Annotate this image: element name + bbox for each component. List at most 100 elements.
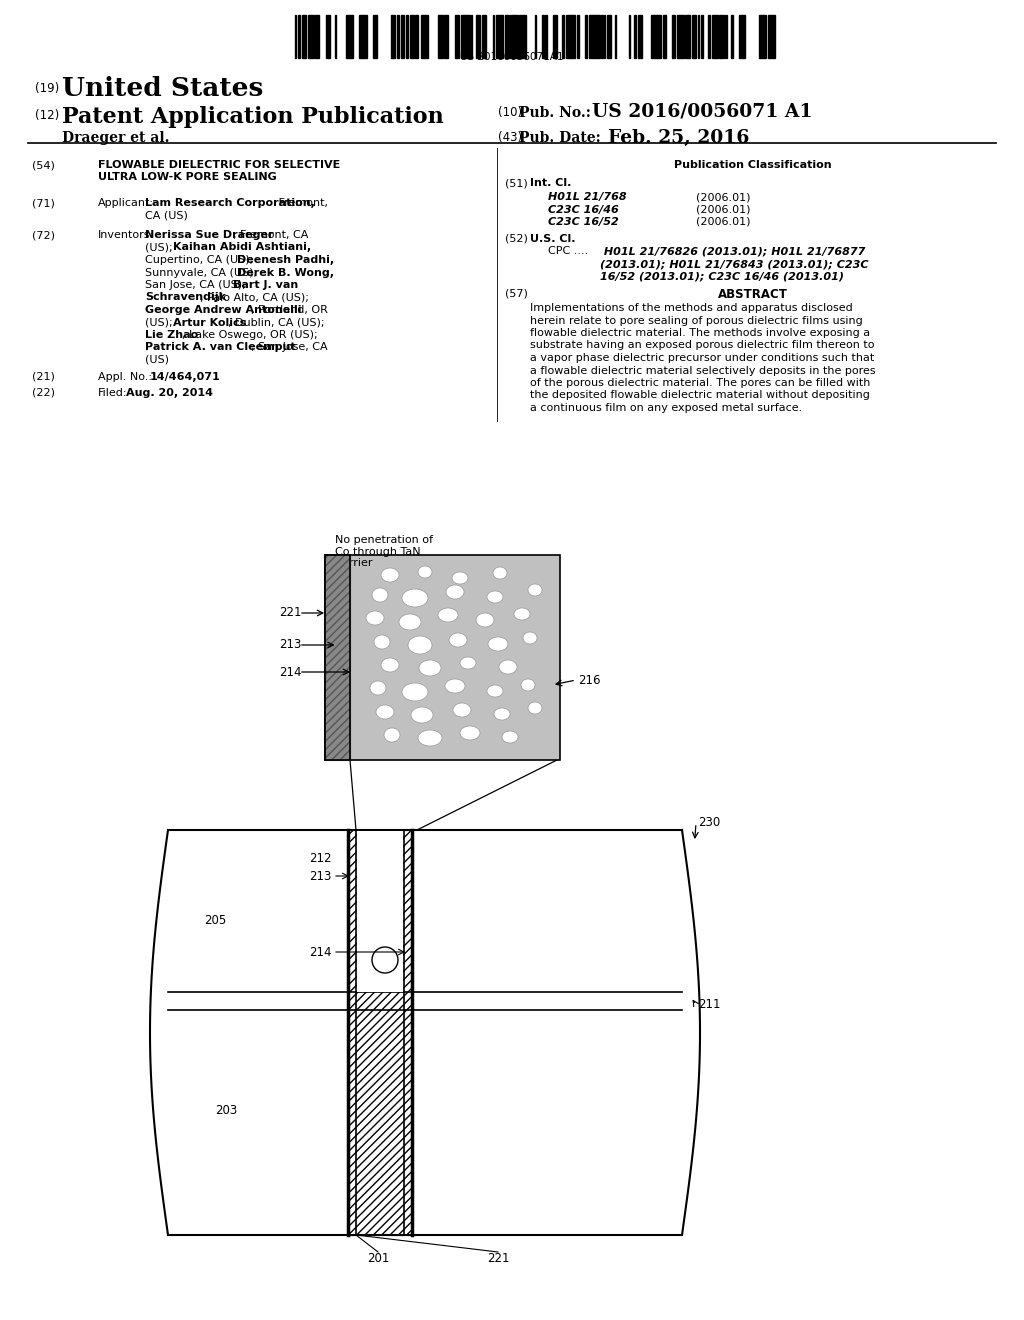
Text: Nerissa Sue Draeger: Nerissa Sue Draeger (145, 230, 273, 240)
Ellipse shape (521, 678, 535, 690)
Text: (US);: (US); (145, 318, 176, 327)
Bar (476, 15, 478, 58)
Bar (519, 15, 522, 58)
Bar (348, 830, 412, 1236)
Text: Derek B. Wong,: Derek B. Wong, (238, 268, 335, 277)
Bar (326, 15, 330, 58)
Text: (43): (43) (498, 131, 522, 144)
Bar (499, 15, 502, 58)
Bar (315, 15, 319, 58)
Bar (362, 15, 367, 58)
Bar (545, 15, 547, 58)
Text: (12): (12) (35, 110, 59, 121)
Bar (712, 15, 714, 58)
Bar (514, 15, 518, 58)
Bar (759, 15, 763, 58)
Text: Aug. 20, 2014: Aug. 20, 2014 (126, 388, 213, 397)
Bar (585, 15, 587, 58)
Circle shape (372, 946, 398, 973)
Ellipse shape (488, 638, 508, 651)
Text: of the porous dielectric material. The pores can be filled with: of the porous dielectric material. The p… (530, 378, 870, 388)
Ellipse shape (493, 568, 507, 579)
Text: Cupertino, CA (US);: Cupertino, CA (US); (145, 255, 257, 265)
Text: (57): (57) (505, 288, 528, 298)
Text: Filed:: Filed: (98, 388, 128, 397)
Bar (688, 15, 690, 58)
Text: US 2016/0056071 A1: US 2016/0056071 A1 (592, 103, 812, 121)
Bar (739, 15, 743, 58)
Bar (373, 15, 377, 58)
Bar (743, 15, 745, 58)
Ellipse shape (460, 657, 476, 669)
Bar (461, 15, 464, 58)
Text: , San Jose, CA: , San Jose, CA (251, 342, 328, 352)
Text: FLOWABLE DIELECTRIC FOR SELECTIVE: FLOWABLE DIELECTRIC FOR SELECTIVE (98, 160, 340, 170)
Text: 211: 211 (698, 998, 721, 1011)
Text: (US);: (US); (145, 243, 176, 252)
Text: substrate having an exposed porous dielectric film thereon to: substrate having an exposed porous diele… (530, 341, 874, 351)
Text: , Fremont, CA: , Fremont, CA (232, 230, 308, 240)
Bar (413, 832, 682, 993)
Bar (653, 15, 657, 58)
Bar (731, 15, 733, 58)
Bar (410, 15, 414, 58)
Text: 230: 230 (698, 817, 720, 829)
Text: (21): (21) (32, 371, 55, 381)
Text: 213: 213 (280, 639, 302, 652)
Ellipse shape (502, 731, 518, 743)
Text: ULTRA LOW-K PORE SEALING: ULTRA LOW-K PORE SEALING (98, 173, 276, 182)
Bar (325, 554, 350, 760)
Bar (719, 15, 723, 58)
Text: Deenesh Padhi,: Deenesh Padhi, (238, 255, 335, 265)
Bar (772, 15, 775, 58)
Text: flowable dielectric material. The methods involve exposing a: flowable dielectric material. The method… (530, 327, 870, 338)
Text: 214: 214 (309, 945, 332, 958)
Text: Fremont,: Fremont, (275, 198, 328, 209)
Text: CA (US): CA (US) (145, 210, 187, 220)
Text: 14/464,071: 14/464,071 (150, 371, 221, 381)
Text: a continuous film on any exposed metal surface.: a continuous film on any exposed metal s… (530, 403, 802, 413)
Ellipse shape (370, 681, 386, 696)
Bar (169, 1010, 348, 1234)
Bar (714, 15, 718, 58)
Bar (634, 15, 636, 58)
Bar (657, 15, 662, 58)
Bar (415, 15, 418, 58)
Bar (349, 15, 353, 58)
Ellipse shape (408, 636, 432, 653)
Ellipse shape (528, 702, 542, 714)
Ellipse shape (452, 572, 468, 583)
Bar (522, 15, 526, 58)
Text: Appl. No.:: Appl. No.: (98, 371, 152, 381)
Bar (593, 15, 596, 58)
Ellipse shape (446, 585, 464, 599)
Bar (708, 15, 710, 58)
Bar (444, 15, 449, 58)
Ellipse shape (402, 589, 428, 607)
Bar (308, 15, 311, 58)
Text: 205: 205 (204, 913, 226, 927)
Bar (566, 15, 569, 58)
Bar (357, 832, 403, 993)
Text: Kaihan Abidi Ashtiani,: Kaihan Abidi Ashtiani, (173, 243, 311, 252)
Bar (455, 15, 459, 58)
Text: (2006.01): (2006.01) (696, 205, 751, 214)
Text: (52): (52) (505, 234, 528, 243)
Bar (577, 15, 579, 58)
Bar (464, 15, 468, 58)
Text: 212: 212 (309, 851, 332, 865)
Text: Bart J. van: Bart J. van (232, 280, 298, 290)
Text: (51): (51) (505, 178, 527, 187)
Text: (54): (54) (32, 160, 55, 170)
Bar (169, 832, 348, 993)
Text: CPC ....: CPC .... (548, 247, 588, 256)
Text: a flowable dielectric material selectively deposits in the pores: a flowable dielectric material selective… (530, 366, 876, 375)
Bar (505, 15, 508, 58)
Text: Int. Cl.: Int. Cl. (530, 178, 571, 187)
Ellipse shape (528, 583, 542, 597)
Text: (71): (71) (32, 198, 55, 209)
Ellipse shape (399, 614, 421, 630)
Text: Lam Research Corporation,: Lam Research Corporation, (145, 198, 314, 209)
Text: Implementations of the methods and apparatus disclosed: Implementations of the methods and appar… (530, 304, 853, 313)
Text: Patent Application Publication: Patent Application Publication (62, 106, 443, 128)
